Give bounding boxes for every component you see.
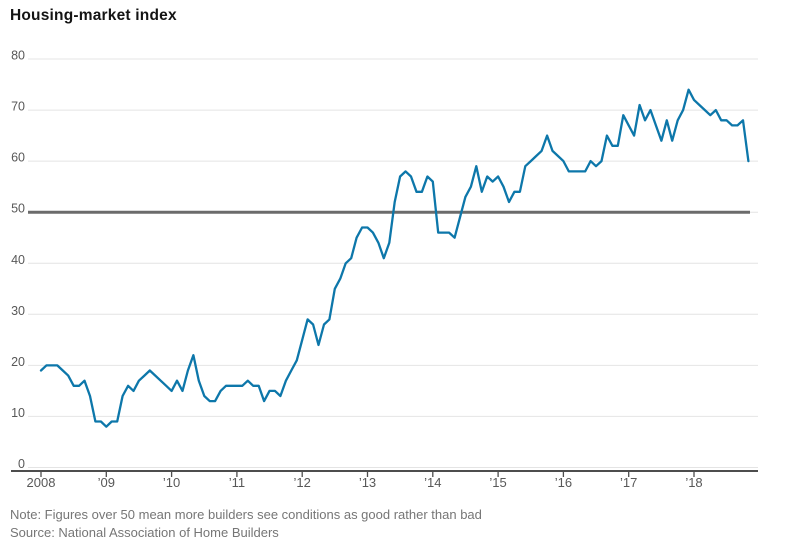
chart-note: Note: Figures over 50 mean more builders… (10, 507, 482, 522)
x-axis-label-’11: ’11 (229, 475, 245, 490)
x-axis-label-’13: ’13 (359, 475, 376, 490)
y-axis-label-40: 40 (11, 253, 25, 267)
page-title: Housing-market index (10, 7, 177, 24)
x-axis-label-’16: ’16 (555, 475, 572, 490)
data-line-housing-market-index (39, 88, 750, 428)
x-axis-label-’15: ’15 (489, 475, 506, 490)
y-axis-label-0: 0 (18, 457, 25, 471)
x-axis-label-’09: ’09 (98, 475, 115, 490)
y-axis-label-70: 70 (11, 100, 25, 114)
y-axis-label-30: 30 (11, 304, 25, 318)
x-axis-label-’12: ’12 (294, 475, 311, 490)
y-axis-label-20: 20 (11, 355, 25, 369)
y-axis-label-80: 80 (11, 49, 25, 63)
y-axis-label-10: 10 (11, 406, 25, 420)
y-axis-label-60: 60 (11, 151, 25, 165)
x-axis-label-’10: ’10 (163, 475, 180, 490)
y-axis-label-50: 50 (11, 202, 25, 216)
x-axis-label-’17: ’17 (620, 475, 637, 490)
chart-svg: 0 10 20 30 40 50 60 70 80 2008 ’09 ’10 ’11 ’12 ’13 ’14 ’… (11, 49, 758, 490)
x-axis-label-’18: ’18 (685, 475, 702, 490)
chart-source: Source: National Association of Home Bui… (10, 525, 279, 540)
x-axis-label-2008: 2008 (27, 475, 56, 490)
x-axis-label-’14: ’14 (424, 475, 441, 490)
